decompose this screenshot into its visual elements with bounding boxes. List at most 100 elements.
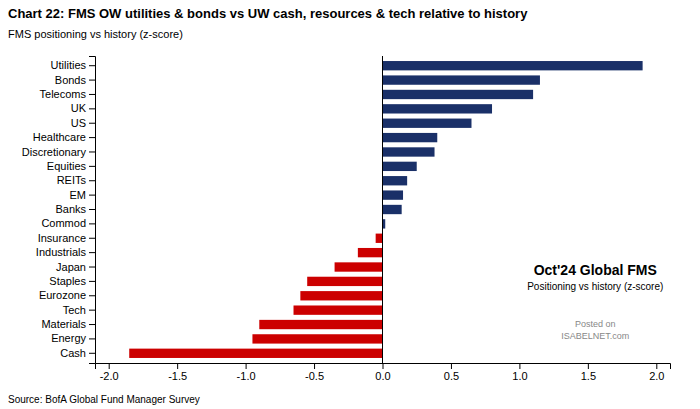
y-tick-mark xyxy=(89,108,95,109)
y-tick-label: Tech xyxy=(63,304,86,316)
x-tick-label: -1.0 xyxy=(237,370,256,382)
y-tick-mark xyxy=(89,137,95,138)
source: Source: BofA Global Fund Manager Survey xyxy=(8,394,200,405)
y-tick-mark xyxy=(89,166,95,167)
bar xyxy=(383,162,417,171)
x-tick: 0.5 xyxy=(444,363,459,382)
y-tick: EM xyxy=(70,189,96,201)
x-tick-label: -0.5 xyxy=(305,370,324,382)
bar xyxy=(383,190,404,199)
y-tick-label: US xyxy=(71,117,86,129)
y-tick-mark xyxy=(89,324,95,325)
y-tick-label: Japan xyxy=(56,261,86,273)
y-tick-label: Healthcare xyxy=(33,131,86,143)
y-tick: Cash xyxy=(60,347,95,359)
y-tick-label: Staples xyxy=(49,275,86,287)
y-tick-mark xyxy=(89,65,95,66)
y-tick: Energy xyxy=(51,332,95,344)
bar xyxy=(335,262,383,271)
y-tick-label: Discretionary xyxy=(22,146,87,158)
y-tick-label: REITs xyxy=(57,174,87,186)
bar xyxy=(383,75,540,84)
y-tick-mark xyxy=(89,238,95,239)
bar xyxy=(383,90,534,99)
x-tick: -0.5 xyxy=(305,363,324,382)
y-tick-label: Utilities xyxy=(51,59,87,71)
x-tick-mark xyxy=(451,363,452,369)
y-tick: REITs xyxy=(57,174,95,186)
y-tick: US xyxy=(71,117,95,129)
y-tick-label: Eurozone xyxy=(39,289,86,301)
y-tick-mark xyxy=(89,180,95,181)
bar xyxy=(376,234,383,243)
x-tick-label: 1.5 xyxy=(581,370,596,382)
bar xyxy=(300,291,382,300)
y-tick-mark xyxy=(89,338,95,339)
y-tick: Industrials xyxy=(36,246,95,258)
bar xyxy=(383,176,408,185)
y-tick-mark xyxy=(89,80,95,81)
zero-line xyxy=(382,56,383,363)
y-tick-mark xyxy=(89,94,95,95)
y-tick: Insurance xyxy=(38,232,95,244)
y-tick-label: Telecoms xyxy=(40,88,87,100)
y-tick-label: UK xyxy=(71,102,87,114)
y-tick-mark xyxy=(89,281,95,282)
x-tick: -1.0 xyxy=(237,363,256,382)
y-tick-mark xyxy=(89,151,95,152)
y-tick-label: Commod xyxy=(41,217,86,229)
y-tick-mark xyxy=(89,195,95,196)
y-tick: Materials xyxy=(41,318,95,330)
x-tick: 0.0 xyxy=(375,363,390,382)
chart-svg: Chart 22: FMS OW utilities & bonds vs UW… xyxy=(0,0,700,409)
x-tick-mark xyxy=(519,363,520,369)
x-tick-label: 0.5 xyxy=(444,370,459,382)
x-axis: -2.0-1.5-1.0-0.50.00.51.01.52.0 xyxy=(96,363,671,382)
bar xyxy=(383,119,472,128)
y-tick: Staples xyxy=(49,275,95,287)
bar xyxy=(383,104,493,113)
y-tick-mark xyxy=(89,353,95,354)
y-tick: Equities xyxy=(47,160,95,172)
bars xyxy=(129,56,642,363)
plot-area: -2.0-1.5-1.0-0.50.00.51.01.52.0Utilities… xyxy=(22,56,671,382)
bar xyxy=(259,320,382,329)
y-tick-label: Materials xyxy=(41,318,86,330)
bar xyxy=(252,334,382,343)
x-tick-mark xyxy=(383,363,384,369)
y-tick-label: Bonds xyxy=(55,74,87,86)
x-tick: -1.5 xyxy=(168,363,187,382)
x-tick-mark xyxy=(246,363,247,369)
y-tick-mark xyxy=(89,223,95,224)
y-tick-label: EM xyxy=(70,189,87,201)
x-tick-mark xyxy=(109,363,110,369)
y-axis-line xyxy=(89,57,96,364)
y-tick: Banks xyxy=(55,203,95,215)
y-tick: UK xyxy=(71,102,95,114)
bar xyxy=(129,349,382,358)
chart-container: Chart 22: FMS OW utilities & bonds vs UW… xyxy=(0,0,700,409)
bar xyxy=(383,133,438,142)
x-tick: 2.0 xyxy=(649,363,664,382)
y-tick: Commod xyxy=(41,217,95,229)
x-tick: 1.5 xyxy=(581,363,596,382)
subtitle: FMS positioning vs history (z-score) xyxy=(8,28,183,40)
y-tick-label: Banks xyxy=(55,203,86,215)
bar xyxy=(383,147,435,156)
annotation: Positioning vs history (z-score) xyxy=(527,281,663,292)
y-tick: Utilities xyxy=(51,59,95,71)
x-tick: 1.0 xyxy=(512,363,527,382)
y-tick: Healthcare xyxy=(33,131,95,143)
annotation: Oct'24 Global FMS xyxy=(534,262,657,278)
title: Chart 22: FMS OW utilities & bonds vs UW… xyxy=(8,6,528,21)
y-tick: Japan xyxy=(56,261,95,273)
y-tick-label: Equities xyxy=(47,160,87,172)
x-tick-label: 1.0 xyxy=(512,370,527,382)
y-tick: Telecoms xyxy=(40,88,95,100)
y-tick-mark xyxy=(89,295,95,296)
annotation: Posted on xyxy=(575,319,616,329)
bar xyxy=(358,248,383,257)
y-tick: Bonds xyxy=(55,74,95,86)
x-tick-mark xyxy=(314,363,315,369)
x-tick-label: 0.0 xyxy=(375,370,390,382)
